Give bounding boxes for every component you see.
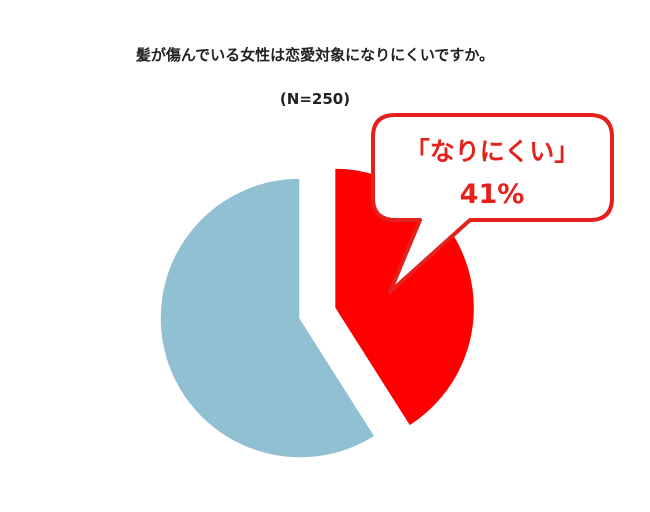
pie-slice-other	[159, 177, 377, 459]
callout-bubble	[371, 113, 614, 294]
chart-title: 髪が傷んでいる女性は恋愛対象になりにくいですか。	[135, 46, 495, 64]
callout-value: 41%	[460, 179, 525, 210]
chart-subtitle: (N=250)	[279, 90, 351, 108]
callout-label: 「なりにくい」	[405, 137, 580, 166]
